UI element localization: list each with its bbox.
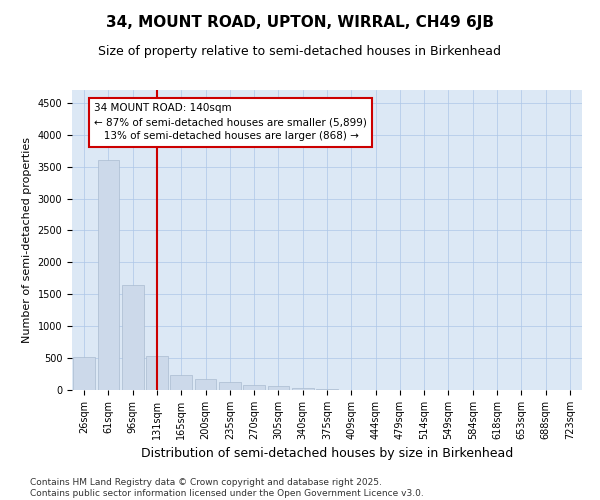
Bar — [219, 382, 241, 390]
Bar — [170, 375, 192, 390]
Bar — [97, 160, 119, 390]
X-axis label: Distribution of semi-detached houses by size in Birkenhead: Distribution of semi-detached houses by … — [141, 448, 513, 460]
Bar — [194, 379, 217, 390]
Text: Size of property relative to semi-detached houses in Birkenhead: Size of property relative to semi-detach… — [98, 45, 502, 58]
Bar — [73, 358, 95, 390]
Text: 34 MOUNT ROAD: 140sqm
← 87% of semi-detached houses are smaller (5,899)
   13% o: 34 MOUNT ROAD: 140sqm ← 87% of semi-deta… — [94, 104, 367, 142]
Bar — [243, 384, 265, 390]
Bar — [146, 356, 168, 390]
Text: 34, MOUNT ROAD, UPTON, WIRRAL, CH49 6JB: 34, MOUNT ROAD, UPTON, WIRRAL, CH49 6JB — [106, 15, 494, 30]
Bar — [316, 388, 338, 390]
Text: Contains HM Land Registry data © Crown copyright and database right 2025.
Contai: Contains HM Land Registry data © Crown c… — [30, 478, 424, 498]
Y-axis label: Number of semi-detached properties: Number of semi-detached properties — [22, 137, 32, 343]
Bar — [292, 388, 314, 390]
Bar — [122, 284, 143, 390]
Bar — [268, 386, 289, 390]
